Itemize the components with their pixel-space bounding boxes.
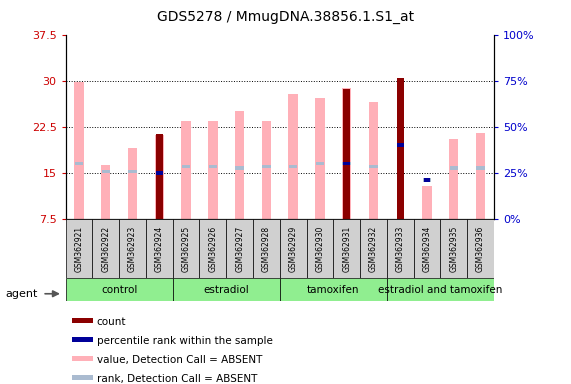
Bar	[93, 219, 119, 278]
Text: rank, Detection Call = ABSENT: rank, Detection Call = ABSENT	[97, 374, 257, 384]
Bar	[333, 219, 360, 278]
Text: GSM362926: GSM362926	[208, 225, 218, 272]
Bar	[155, 135, 164, 219]
Bar	[387, 219, 413, 278]
Text: agent: agent	[6, 289, 38, 299]
Text: GSM362928: GSM362928	[262, 225, 271, 272]
Bar	[72, 356, 93, 361]
Bar	[360, 219, 387, 278]
Bar	[66, 219, 93, 278]
Bar	[156, 134, 163, 219]
Bar	[316, 162, 324, 166]
Text: value, Detection Call = ABSENT: value, Detection Call = ABSENT	[97, 355, 262, 365]
Bar	[102, 170, 110, 174]
Bar	[235, 166, 244, 170]
Bar	[423, 178, 431, 182]
Bar	[199, 219, 226, 278]
Bar	[315, 98, 325, 219]
Bar	[66, 278, 173, 301]
Text: GSM362930: GSM362930	[315, 225, 324, 272]
Bar	[343, 89, 350, 219]
Bar	[253, 219, 280, 278]
Bar	[235, 111, 244, 219]
Text: GSM362932: GSM362932	[369, 225, 378, 272]
Bar	[449, 139, 459, 219]
Text: GSM362923: GSM362923	[128, 225, 137, 272]
Text: GSM362925: GSM362925	[182, 225, 191, 272]
Text: estradiol: estradiol	[203, 285, 249, 295]
Bar	[101, 166, 111, 219]
Bar	[288, 94, 298, 219]
Bar	[208, 165, 217, 169]
Bar	[146, 219, 173, 278]
Bar	[72, 318, 93, 323]
Text: control: control	[101, 285, 138, 295]
Bar	[289, 165, 297, 169]
Bar	[440, 219, 467, 278]
Text: GSM362927: GSM362927	[235, 225, 244, 272]
Text: estradiol and tamoxifen: estradiol and tamoxifen	[378, 285, 502, 295]
Text: GDS5278 / MmugDNA.38856.1.S1_at: GDS5278 / MmugDNA.38856.1.S1_at	[157, 10, 414, 23]
Bar	[280, 278, 387, 301]
Bar	[182, 121, 191, 219]
Text: GSM362921: GSM362921	[75, 225, 83, 272]
Bar	[262, 121, 271, 219]
Bar	[173, 219, 199, 278]
Bar	[72, 337, 93, 342]
Text: tamoxifen: tamoxifen	[307, 285, 360, 295]
Bar	[307, 219, 333, 278]
Bar	[119, 219, 146, 278]
Bar	[397, 78, 404, 219]
Bar	[262, 165, 271, 169]
Bar	[226, 219, 253, 278]
Bar	[397, 143, 404, 147]
Bar	[424, 178, 431, 182]
Text: GSM362922: GSM362922	[101, 225, 110, 272]
Text: percentile rank within the sample: percentile rank within the sample	[97, 336, 273, 346]
Bar	[476, 166, 485, 170]
Bar	[75, 162, 83, 166]
Text: count: count	[97, 317, 126, 327]
Bar	[369, 101, 378, 219]
Bar	[423, 186, 432, 219]
Text: GSM362935: GSM362935	[449, 225, 459, 272]
Bar	[387, 278, 494, 301]
Bar	[413, 219, 440, 278]
Bar	[476, 133, 485, 219]
Text: GSM362933: GSM362933	[396, 225, 405, 272]
Bar	[74, 82, 84, 219]
Bar	[280, 219, 307, 278]
Bar	[449, 166, 458, 170]
Bar	[343, 162, 350, 166]
Bar	[369, 165, 377, 169]
Bar	[343, 162, 351, 166]
Text: GSM362934: GSM362934	[423, 225, 432, 272]
Text: GSM362931: GSM362931	[342, 225, 351, 272]
Bar	[128, 170, 137, 174]
Bar	[342, 88, 351, 219]
Text: GSM362929: GSM362929	[289, 225, 297, 272]
Bar	[208, 121, 218, 219]
Bar	[182, 165, 190, 169]
Bar	[128, 148, 137, 219]
Text: GSM362924: GSM362924	[155, 225, 164, 272]
Text: GSM362936: GSM362936	[476, 225, 485, 272]
Bar	[72, 375, 93, 380]
Bar	[467, 219, 494, 278]
Bar	[173, 278, 280, 301]
Bar	[156, 171, 163, 175]
